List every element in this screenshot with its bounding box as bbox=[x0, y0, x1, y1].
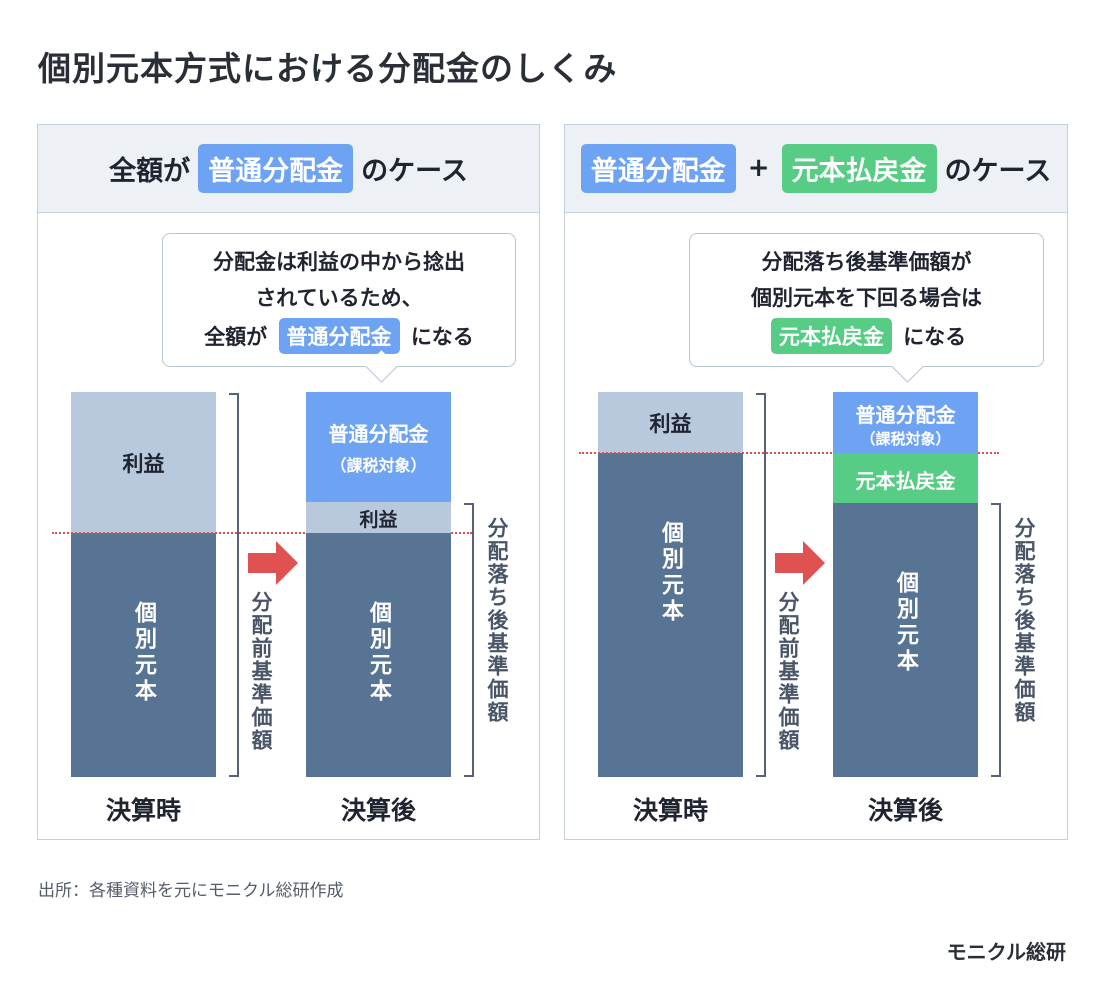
right-panel: 普通分配金 + 元本払戻金 のケース 分配落ち後基準価額が 個別元本を下回る場合… bbox=[564, 124, 1068, 840]
page-title: 個別元本方式における分配金のしくみ bbox=[38, 49, 618, 88]
right-bubble-line3-suffix: になる bbox=[903, 325, 967, 349]
right-header-plus: + bbox=[747, 153, 770, 183]
right-after-ordinary-sublabel: （課税対象） bbox=[860, 430, 951, 448]
right-bubble-chip-refund: 元本払戻金 bbox=[770, 318, 892, 354]
left-bubble-line3: 全額が 普通分配金 になる bbox=[163, 318, 515, 354]
left-before-principal-label: 個別元本 bbox=[131, 601, 156, 705]
right-arrow-icon bbox=[775, 541, 825, 585]
right-before-profit-label: 利益 bbox=[649, 412, 692, 436]
left-after-bracket bbox=[464, 503, 474, 777]
right-header-chip-ordinary: 普通分配金 bbox=[580, 143, 736, 193]
left-bubble-line1: 分配金は利益の中から捻出 bbox=[213, 250, 465, 274]
right-before-profit-segment: 利益 bbox=[598, 392, 743, 453]
right-after-ordinary-label: 普通分配金 bbox=[855, 403, 956, 427]
left-header-chip-ordinary: 普通分配金 bbox=[198, 143, 354, 193]
right-principal-dotted-line bbox=[579, 452, 999, 454]
left-after-principal-segment: 個別元本 bbox=[306, 533, 451, 777]
left-after-profit-label: 利益 bbox=[359, 509, 398, 531]
left-after-bracket-label: 分配落ち後基準価額 bbox=[485, 517, 509, 724]
left-before-bracket bbox=[229, 393, 239, 777]
source-note: 出所：各種資料を元にモニクル総研作成 bbox=[38, 881, 344, 901]
left-after-ordinary-sublabel: （課税対象） bbox=[330, 456, 427, 475]
left-header-prefix: 全額が bbox=[109, 155, 191, 187]
right-before-principal-segment: 個別元本 bbox=[598, 453, 743, 777]
left-before-date-label: 決算時 bbox=[105, 796, 181, 825]
left-before-profit-segment: 利益 bbox=[71, 392, 216, 533]
right-after-date-label: 決算後 bbox=[867, 796, 943, 825]
right-panel-header: 普通分配金 + 元本払戻金 のケース bbox=[565, 125, 1067, 213]
left-before-bracket-label: 分配前基準価額 bbox=[249, 591, 273, 752]
left-after-date-label: 決算後 bbox=[340, 796, 416, 825]
right-after-bracket-label: 分配落ち後基準価額 bbox=[1012, 517, 1036, 724]
right-before-bracket-label: 分配前基準価額 bbox=[776, 591, 800, 752]
left-after-ordinary-segment: 普通分配金 （課税対象） bbox=[306, 392, 451, 502]
right-speech-bubble: 分配落ち後基準価額が 個別元本を下回る場合は 元本払戻金 になる bbox=[689, 233, 1044, 367]
right-bubble-line2: 個別元本を下回る場合は bbox=[751, 286, 982, 310]
right-after-refund-segment: 元本払戻金 bbox=[833, 453, 978, 503]
right-header-suffix: のケース bbox=[944, 155, 1052, 187]
right-after-principal-segment: 個別元本 bbox=[833, 503, 978, 777]
right-after-bracket bbox=[991, 503, 1001, 777]
left-before-principal-segment: 個別元本 bbox=[71, 533, 216, 777]
left-after-ordinary-label: 普通分配金 bbox=[328, 422, 429, 446]
right-after-principal-label: 個別元本 bbox=[893, 571, 918, 675]
right-after-refund-label: 元本払戻金 bbox=[855, 469, 956, 493]
left-after-profit-segment: 利益 bbox=[306, 502, 451, 533]
left-panel: 全額が 普通分配金 のケース 分配金は利益の中から捻出 されているため、 全額が… bbox=[37, 124, 540, 840]
right-before-bracket bbox=[756, 393, 766, 777]
left-header-suffix: のケース bbox=[361, 155, 468, 187]
left-after-principal-label: 個別元本 bbox=[366, 601, 391, 705]
left-bubble-chip-ordinary: 普通分配金 bbox=[278, 318, 400, 354]
brand-logo: モニクル総研 bbox=[946, 940, 1066, 964]
left-bubble-line3-suffix: になる bbox=[410, 325, 474, 349]
right-header-chip-refund: 元本払戻金 bbox=[781, 143, 937, 193]
right-after-ordinary-segment: 普通分配金 （課税対象） bbox=[833, 392, 978, 453]
left-arrow-icon bbox=[248, 541, 298, 585]
left-principal-dotted-line bbox=[52, 532, 472, 534]
right-bubble-line3: 元本払戻金 になる bbox=[690, 318, 1043, 354]
left-speech-bubble: 分配金は利益の中から捻出 されているため、 全額が 普通分配金 になる bbox=[162, 233, 516, 367]
right-before-date-label: 決算時 bbox=[632, 796, 708, 825]
left-bubble-line2: されているため、 bbox=[255, 286, 423, 310]
right-bubble-line1: 分配落ち後基準価額が bbox=[761, 250, 972, 274]
left-bubble-line3-prefix: 全額が bbox=[204, 325, 268, 349]
left-before-profit-label: 利益 bbox=[122, 452, 165, 476]
right-before-principal-label: 個別元本 bbox=[658, 521, 683, 625]
left-panel-header: 全額が 普通分配金 のケース bbox=[38, 125, 539, 213]
